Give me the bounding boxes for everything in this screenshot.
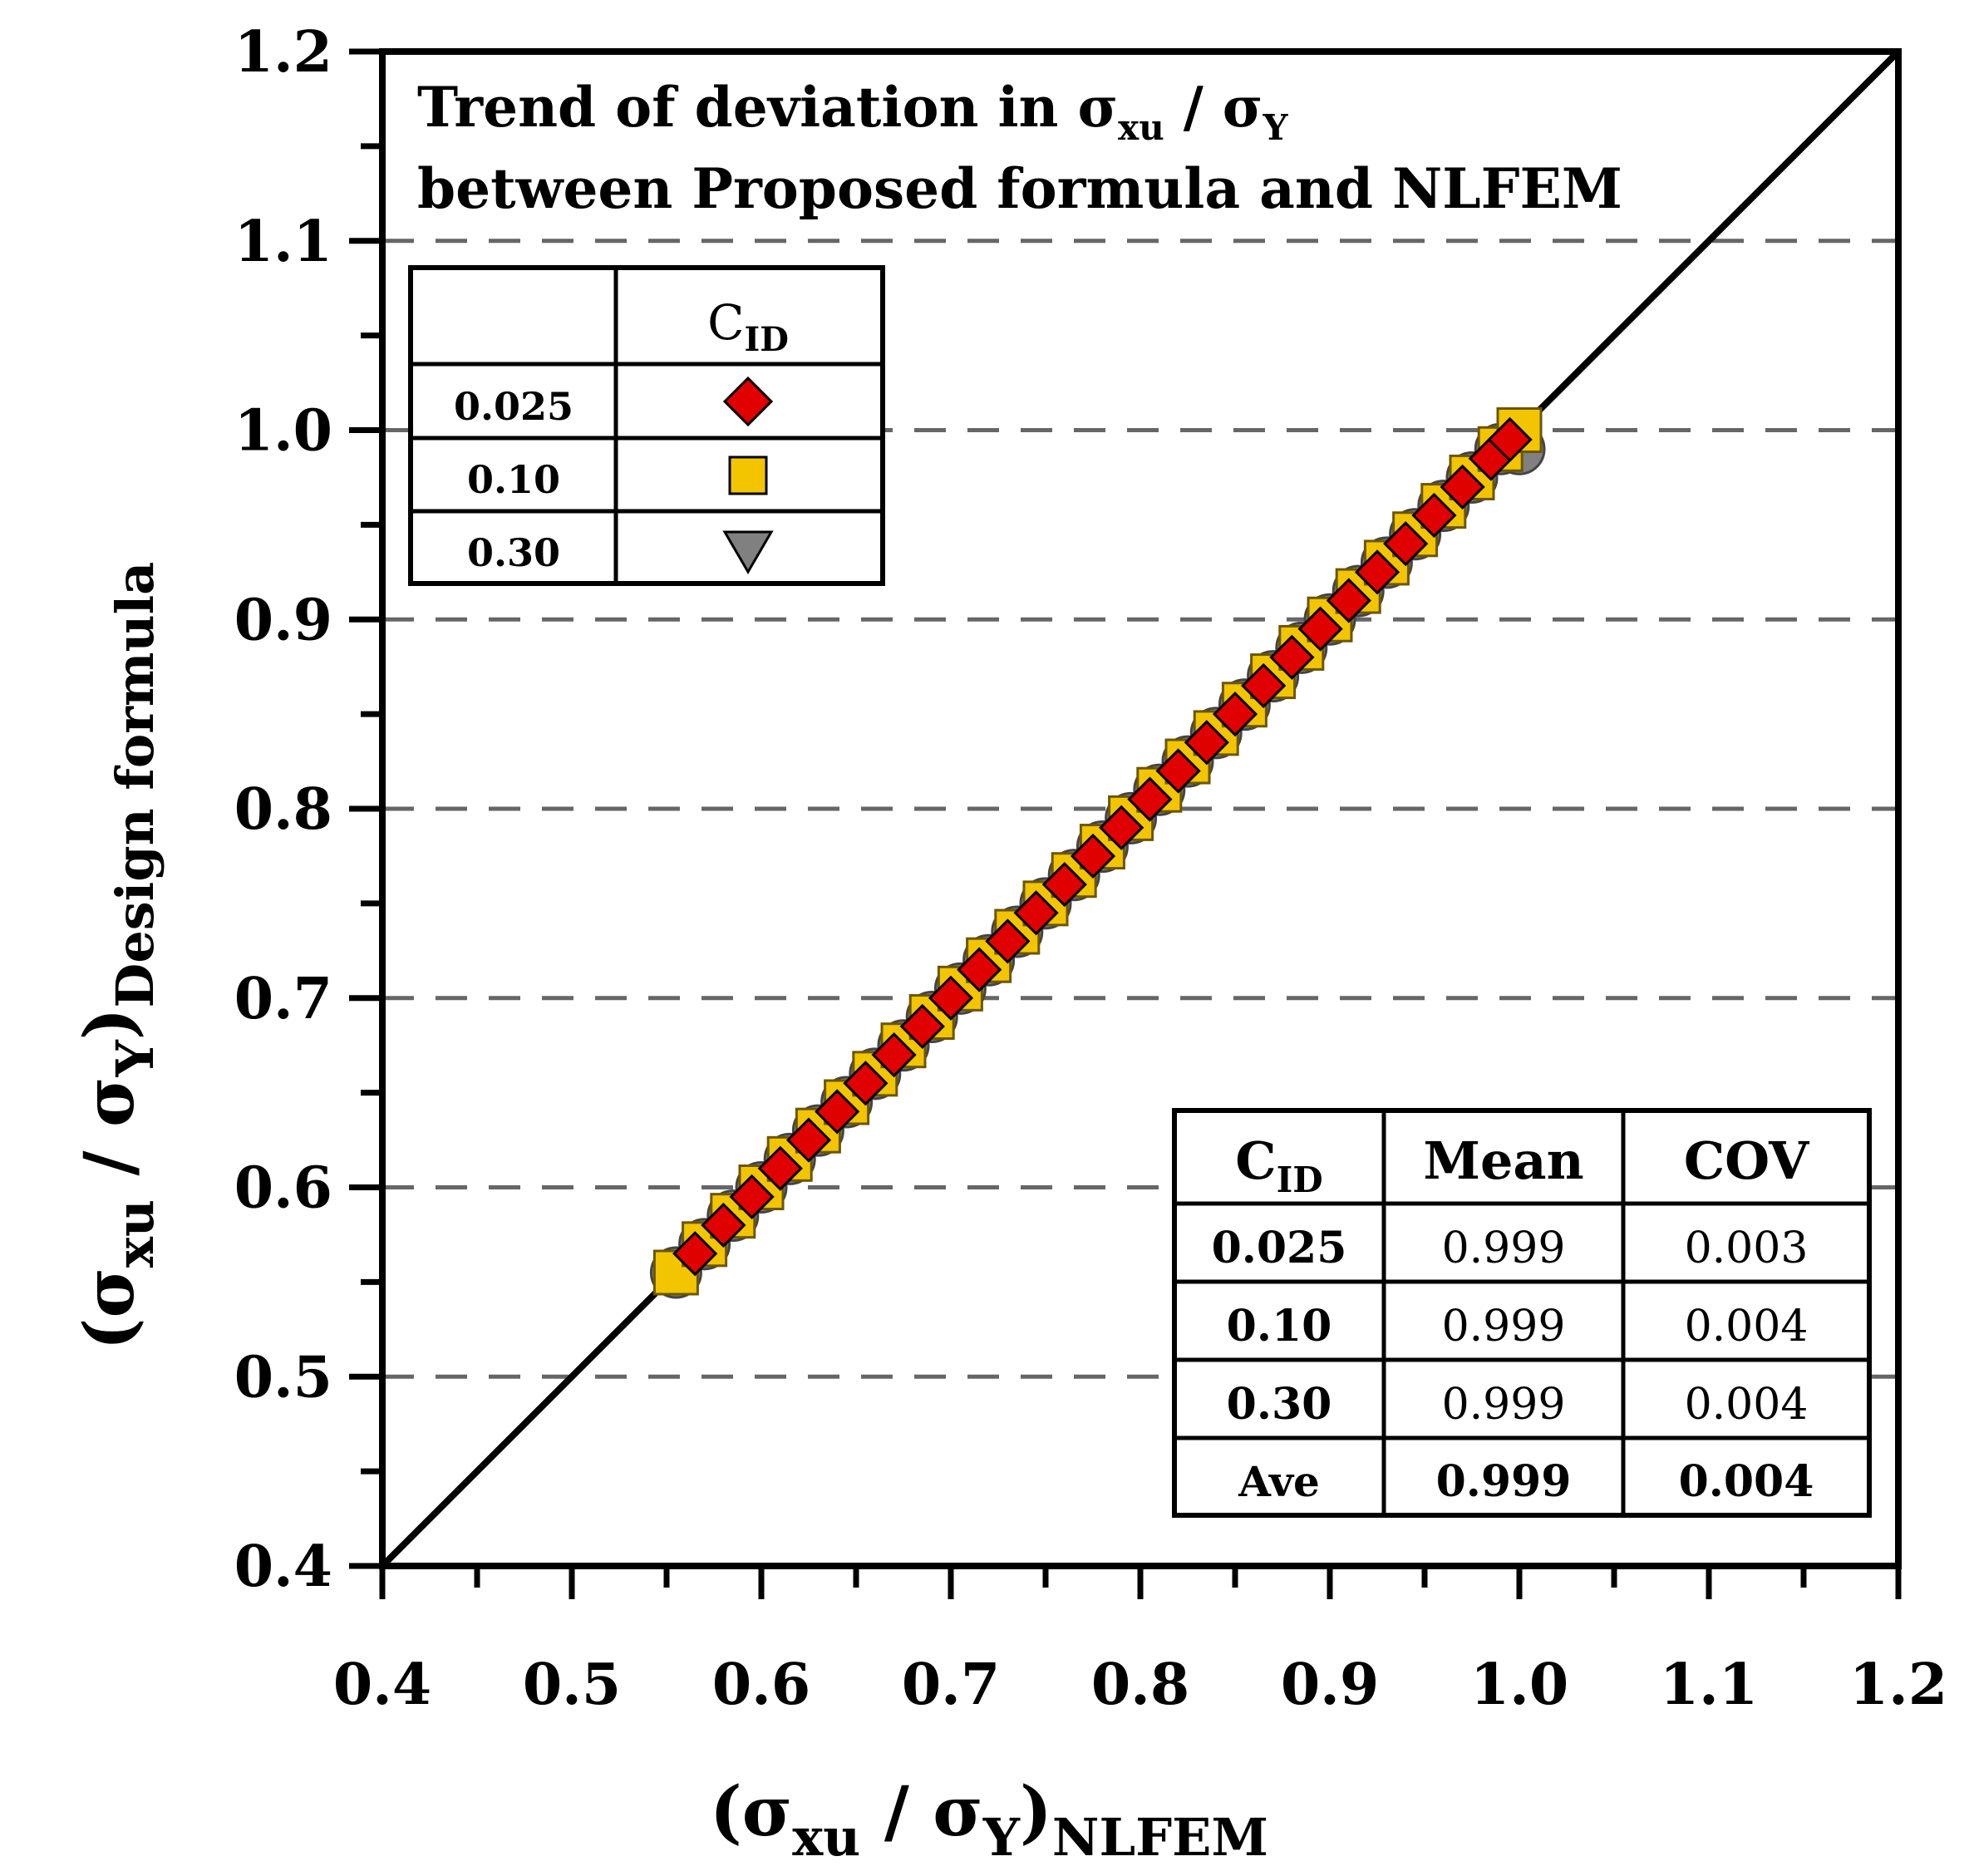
stats-row2-cid: 0.10 xyxy=(1227,1301,1332,1352)
x-tick-label-1.2: 1.2 xyxy=(1849,1652,1947,1718)
y-tick-labels: 0.4 0.5 0.6 0.7 0.8 0.9 1.0 1.1 1.2 xyxy=(234,19,332,1600)
x-tick-labels: 0.4 0.5 0.6 0.7 0.8 0.9 1.0 1.1 1.2 xyxy=(333,1652,1947,1718)
legend-label-0.025: 0.025 xyxy=(454,384,573,429)
point-0.025-14 xyxy=(1070,833,1116,879)
legend-label-0.10: 0.10 xyxy=(467,457,560,502)
stats-header-cov: COV xyxy=(1684,1130,1809,1191)
point-0.025-21 xyxy=(1269,634,1315,680)
point-0.025-19 xyxy=(1212,692,1258,737)
point-0.025-1 xyxy=(701,1202,746,1248)
point-0.025-8 xyxy=(899,1003,945,1050)
stats-row2-cov: 0.004 xyxy=(1685,1302,1809,1352)
point-0.025-24 xyxy=(1354,549,1400,595)
x-tick-label-0.5: 0.5 xyxy=(523,1652,621,1718)
y-tick-label-0.4: 0.4 xyxy=(234,1534,332,1600)
stats-average-mean: 0.999 xyxy=(1436,1456,1572,1507)
point-0.025-3 xyxy=(757,1145,803,1191)
point-0.025-16 xyxy=(1127,776,1173,822)
stats-row3-mean: 0.999 xyxy=(1442,1380,1566,1430)
y-tick-label-1.2: 1.2 xyxy=(234,19,332,86)
stats-average-cov: 0.004 xyxy=(1679,1456,1814,1507)
x-tick-label-0.4: 0.4 xyxy=(333,1652,431,1718)
tick-marks xyxy=(349,48,1902,1599)
legend-marker-triangle xyxy=(722,530,774,574)
point-0.025-18 xyxy=(1184,720,1229,766)
stats-row3-cov: 0.004 xyxy=(1685,1380,1809,1430)
legend-marker-square xyxy=(728,455,768,495)
x-tick-label-0.9: 0.9 xyxy=(1281,1652,1379,1718)
x-tick-label-0.6: 0.6 xyxy=(712,1652,810,1718)
data-points xyxy=(649,407,1546,1299)
point-0.025-29 xyxy=(1487,416,1533,463)
legend-label-0.30: 0.30 xyxy=(467,530,560,575)
legend-frame xyxy=(408,265,885,586)
point-0.025-20 xyxy=(1241,662,1287,709)
point-0.025-0 xyxy=(672,1231,718,1277)
legend-header: CID xyxy=(707,294,789,359)
stats-row3-cid: 0.30 xyxy=(1227,1379,1332,1430)
y-tick-label-0.8: 0.8 xyxy=(234,776,332,843)
point-0.025-10 xyxy=(957,947,1002,992)
x-tick-label-1.0: 1.0 xyxy=(1470,1652,1568,1718)
stats-table: CID Mean COV 0.025 0.999 0.003 0.10 0.99… xyxy=(1172,1108,1872,1518)
point-0.025-5 xyxy=(815,1089,860,1135)
stats-frame xyxy=(1172,1108,1872,1518)
y-tick-label-0.5: 0.5 xyxy=(234,1344,332,1411)
x-tick-label-0.8: 0.8 xyxy=(1091,1652,1189,1718)
point-0.025-7 xyxy=(871,1032,917,1078)
stats-row2-mean: 0.999 xyxy=(1442,1302,1566,1352)
point-0.025-26 xyxy=(1411,492,1457,539)
stats-header-cid: CID xyxy=(1235,1130,1322,1200)
point-0.025-22 xyxy=(1297,606,1343,652)
legend: CID 0.025 0.10 0.30 xyxy=(408,265,885,586)
point-0.025-6 xyxy=(843,1061,889,1106)
series-0.025 xyxy=(672,416,1533,1277)
chart-title-line1: Trend of deviation in σxu / σY xyxy=(417,75,1288,148)
stats-row1-mean: 0.999 xyxy=(1442,1224,1566,1273)
y-tick-label-1.0: 1.0 xyxy=(234,398,332,465)
point-0.025-11 xyxy=(985,918,1031,964)
y-tick-label-1.1: 1.1 xyxy=(234,209,332,275)
x-axis-label: (σxu / σY)NLFEM xyxy=(710,1772,1268,1868)
legend-marker-diamond xyxy=(722,376,774,427)
stats-row1-cov: 0.003 xyxy=(1685,1224,1809,1273)
stats-row1-cid: 0.025 xyxy=(1212,1223,1347,1273)
x-tick-label-0.7: 0.7 xyxy=(902,1652,1000,1718)
point-0.025-23 xyxy=(1326,578,1371,623)
y-tick-label-0.9: 0.9 xyxy=(234,587,332,653)
point-0.025-2 xyxy=(729,1174,775,1220)
y-tick-label-0.7: 0.7 xyxy=(234,966,332,1032)
point-0.025-9 xyxy=(928,975,974,1021)
point-0.025-15 xyxy=(1099,805,1144,850)
chart-title-line2: between Proposed formula and NLFEM xyxy=(417,156,1622,221)
point-0.025-27 xyxy=(1440,464,1485,510)
point-0.025-25 xyxy=(1383,521,1429,567)
stats-average-cid: Ave xyxy=(1238,1457,1320,1506)
point-0.025-4 xyxy=(785,1117,832,1163)
point-0.025-17 xyxy=(1155,748,1201,794)
x-tick-label-1.1: 1.1 xyxy=(1660,1652,1758,1718)
y-tick-label-0.6: 0.6 xyxy=(234,1155,332,1222)
point-0.025-12 xyxy=(1013,890,1059,936)
point-0.025-13 xyxy=(1041,861,1087,908)
y-axis-label: (σxu / σY)Design formula xyxy=(70,562,165,1351)
stats-header-mean: Mean xyxy=(1423,1130,1583,1191)
